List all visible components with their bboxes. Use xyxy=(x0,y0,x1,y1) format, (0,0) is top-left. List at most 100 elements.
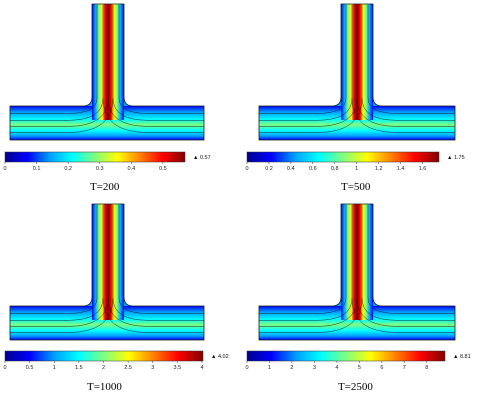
streamline xyxy=(102,297,204,333)
junction-fillet xyxy=(83,97,92,106)
streamline xyxy=(367,297,455,314)
colorbar-tick-label: 0.4 xyxy=(287,166,295,172)
colorbar: 0 0.1 0.2 0.3 0.4 0.5 xyxy=(3,151,186,172)
colorbar-tick-label: 1.4 xyxy=(397,166,405,172)
junction-fillet xyxy=(373,97,382,106)
colorbar-tick-label: 1 xyxy=(355,166,358,172)
colorbar-tick-label: 4 xyxy=(335,365,338,371)
domain-outline xyxy=(258,3,456,141)
streamline xyxy=(107,297,204,327)
colorbar-tick-label: 8 xyxy=(425,365,428,371)
colorbar-tick-label: 0 xyxy=(3,166,6,172)
colorbar-tick-label: 1.2 xyxy=(375,166,383,172)
streamline xyxy=(10,297,98,314)
colorbar-tick-label: 4 xyxy=(200,365,203,371)
panel-t200: 0 0.1 0.2 0.3 0.4 0.5 ▲ 0.57 T=200 xyxy=(3,3,211,193)
colorbar-tick-label: 5 xyxy=(358,365,361,371)
streamline xyxy=(356,97,455,127)
colorbar-tick-label: 1.5 xyxy=(75,365,83,371)
streamline xyxy=(10,297,114,333)
colorbar-tick-label: 0 xyxy=(245,166,248,172)
streamline xyxy=(356,297,455,327)
streamline xyxy=(351,97,455,133)
time-label: T=500 xyxy=(341,181,371,193)
colorbar-tick-label: 1 xyxy=(53,365,56,371)
streamline xyxy=(112,297,204,321)
tee-junction-plot xyxy=(258,3,456,141)
streamline xyxy=(361,97,455,121)
colorbar-gradient xyxy=(4,151,186,163)
colorbar-tick-label: 0 xyxy=(3,365,6,371)
colorbar-gradient xyxy=(246,151,440,163)
colorbar-tick-label: 2.5 xyxy=(124,365,132,371)
time-label: T=200 xyxy=(90,181,120,193)
streamline xyxy=(118,297,204,314)
streamline xyxy=(259,297,358,327)
streamline xyxy=(259,297,363,333)
streamline xyxy=(10,297,109,327)
time-label: T=2500 xyxy=(338,381,373,393)
junction-fillet xyxy=(124,297,133,306)
streamline xyxy=(259,97,353,121)
streamline xyxy=(361,297,455,321)
streamline xyxy=(367,97,455,114)
colorbar-tick-label: 2 xyxy=(102,365,105,371)
streamline xyxy=(259,297,353,321)
tee-junction-plot xyxy=(9,3,205,141)
domain-outline xyxy=(9,3,205,141)
colorbar-tick-label: 3 xyxy=(151,365,154,371)
colorbar-max-label: ▲ 4.02 xyxy=(211,354,229,360)
colorbar-tick-label: 3.5 xyxy=(174,365,182,371)
domain-outline xyxy=(258,203,456,341)
tee-junction-plot xyxy=(258,203,456,341)
colorbar: 0 1 2 3 4 5 6 7 8 xyxy=(245,350,446,371)
junction-fillet xyxy=(332,97,341,106)
panel-t500: 0 0.2 0.4 0.6 0.8 1 1.2 1.4 1.6 ▲ 1.75 T=500 xyxy=(245,3,465,193)
panel-t1000: 0 0.5 1 1.5 2 2.5 3 3.5 4 ▲ 4.02 T=1000 xyxy=(3,203,229,393)
junction-fillet xyxy=(373,297,382,306)
junction-fillet xyxy=(332,297,341,306)
streamline xyxy=(10,97,114,133)
streamline xyxy=(10,97,109,127)
colorbar-max-label: ▲ 1.75 xyxy=(447,155,465,161)
colorbar-tick-label: 3 xyxy=(313,365,316,371)
colorbar: 0 0.2 0.4 0.6 0.8 1 1.2 1.4 1.6 xyxy=(245,151,440,172)
domain-outline xyxy=(9,203,205,341)
colorbar-tick-label: 2 xyxy=(290,365,293,371)
colorbar-max-label: ▲ 8.81 xyxy=(453,354,471,360)
colorbar-tick-label: 0.8 xyxy=(331,166,339,172)
colorbar-tick-label: 0.3 xyxy=(96,166,104,172)
streamline xyxy=(102,97,204,133)
colorbar-tick-label: 1 xyxy=(268,365,271,371)
streamline xyxy=(10,97,104,121)
colorbar-tick-label: 0.2 xyxy=(265,166,273,172)
colorbar-tick-label: 0.1 xyxy=(33,166,41,172)
colorbar-gradient xyxy=(246,350,446,362)
tee-junction-plot xyxy=(9,203,205,341)
colorbar-tick-label: 0.4 xyxy=(127,166,135,172)
streamline xyxy=(259,97,363,133)
streamline xyxy=(259,297,347,314)
streamline xyxy=(107,97,204,127)
colorbar: 0 0.5 1 1.5 2 2.5 3 3.5 4 xyxy=(3,350,204,371)
junction-fillet xyxy=(124,97,133,106)
panel-t2500: 0 1 2 3 4 5 6 7 8 ▲ 8.81 T=2500 xyxy=(245,203,471,393)
streamline xyxy=(10,97,98,114)
streamline xyxy=(112,97,204,121)
streamline xyxy=(10,297,104,321)
colorbar-tick-label: 0.5 xyxy=(159,166,167,172)
colorbar-tick-label: 0 xyxy=(245,365,248,371)
colorbar-tick-label: 6 xyxy=(380,365,383,371)
colorbar-tick-label: 0.6 xyxy=(309,166,317,172)
streamline xyxy=(259,97,347,114)
streamline xyxy=(259,97,358,127)
junction-fillet xyxy=(83,297,92,306)
time-label: T=1000 xyxy=(87,381,122,393)
colorbar-gradient xyxy=(4,350,204,362)
colorbar-max-label: ▲ 0.57 xyxy=(193,155,211,161)
streamline xyxy=(351,297,455,333)
colorbar-tick-label: 1.6 xyxy=(419,166,427,172)
colorbar-tick-label: 0.2 xyxy=(64,166,72,172)
colorbar-tick-label: 0.5 xyxy=(26,365,34,371)
